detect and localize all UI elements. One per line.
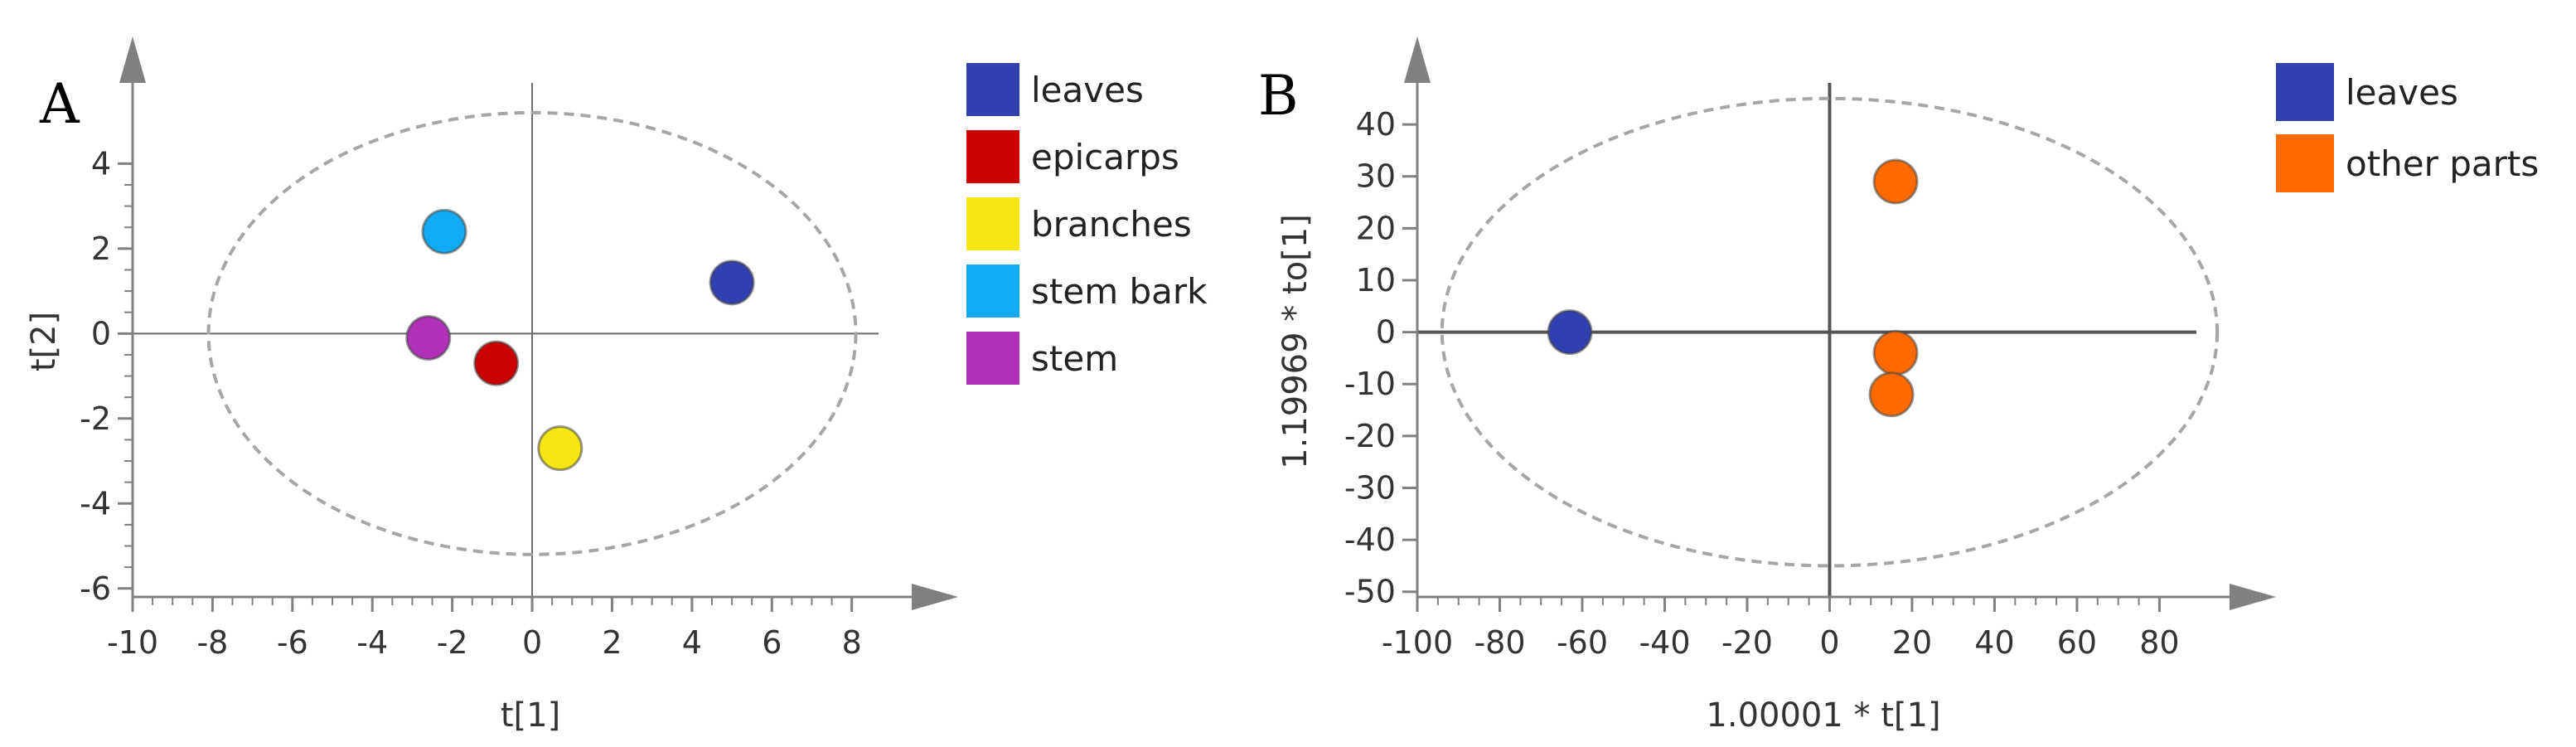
legend-label: stem bark — [1031, 271, 1208, 312]
y-tick-label: 10 — [1356, 262, 1396, 298]
x-axis-label: t[1] — [501, 696, 560, 735]
legend-swatch — [966, 63, 1019, 116]
x-tick-label: 6 — [762, 624, 782, 661]
x-tick-label: -2 — [437, 624, 468, 661]
panel-a: A -10 -8 -6 -4 -2 0 2 4 6 8 -6 -4 -2 0 2 4 t[1] t[2] leaves… — [25, 36, 1208, 735]
data-point-stem — [405, 314, 452, 361]
legend-label: branches — [1031, 204, 1192, 245]
y-axis-arrow — [119, 36, 146, 83]
y-axis-arrow — [1404, 36, 1431, 83]
x-axis-arrow — [912, 584, 958, 610]
y-tick-label: -30 — [1344, 469, 1396, 506]
confidence-ellipse — [1440, 96, 2220, 568]
data-point-leaves — [1547, 309, 1593, 356]
x-tick-label: -80 — [1474, 624, 1525, 661]
panel-letter: B — [1258, 64, 1299, 128]
x-tick-label: -100 — [1382, 624, 1453, 661]
legend-swatch — [966, 130, 1019, 183]
y-tick-label: 20 — [1356, 210, 1396, 246]
x-tick-label: 0 — [1819, 624, 1839, 661]
legend-label: other parts — [2346, 143, 2539, 184]
x-tick-label: -6 — [277, 624, 308, 661]
x-tick-label: 40 — [1974, 624, 2014, 661]
x-tick-label: 80 — [2139, 624, 2179, 661]
legend-label: leaves — [2346, 72, 2458, 113]
x-tick-label: 2 — [602, 624, 622, 661]
legend-swatch — [2276, 134, 2334, 192]
data-point-other-parts — [1868, 371, 1915, 418]
data-point-other-parts — [1872, 158, 1919, 205]
y-tick-label: -50 — [1344, 574, 1396, 610]
y-tick-label: -10 — [1344, 366, 1396, 402]
legend-label: epicarps — [1031, 137, 1179, 177]
panel-b: B-100 -80 -60 -40 -20 0 20 40 60 80-50-40-30-20-1… — [1258, 36, 2539, 735]
legend-swatch — [966, 264, 1019, 318]
x-tick-label: 0 — [522, 624, 542, 661]
y-tick-label: 40 — [1356, 106, 1396, 143]
x-tick-label: -40 — [1639, 624, 1690, 661]
y-tick-label: 0 — [91, 315, 111, 352]
x-tick-label: 20 — [1892, 624, 1932, 661]
y-tick-label: -40 — [1344, 521, 1396, 558]
data-point-epicarps — [473, 340, 520, 386]
x-tick-label: -8 — [196, 624, 228, 661]
legend-swatch — [2276, 63, 2334, 121]
x-tick-label: -10 — [107, 624, 158, 661]
y-tick-label: -2 — [80, 400, 111, 437]
x-tick-label: -4 — [356, 624, 388, 661]
x-tick-label: 4 — [682, 624, 702, 661]
x-tick-label: -60 — [1557, 624, 1608, 661]
x-axis-arrow — [2230, 584, 2276, 610]
panel-letter: A — [39, 72, 80, 136]
x-axis-label: 1.00001 * t[1] — [1706, 696, 1940, 735]
data-point-leaves — [709, 260, 755, 306]
y-tick-label: 4 — [91, 145, 111, 182]
x-tick-label: 60 — [2057, 624, 2097, 661]
data-point-other-parts — [1872, 330, 1919, 376]
x-tick-label: 8 — [842, 624, 862, 661]
data-point-stem-bark — [421, 208, 467, 255]
y-tick-label: 30 — [1356, 158, 1396, 195]
confidence-ellipse — [206, 110, 858, 556]
y-tick-label: -6 — [80, 570, 111, 607]
y-axis-label: t[2] — [25, 312, 63, 371]
y-tick-label: 0 — [1376, 314, 1396, 351]
legend-swatch — [966, 332, 1019, 385]
legend-swatch — [966, 197, 1019, 250]
y-tick-label: 2 — [91, 230, 111, 267]
y-tick-label: -20 — [1344, 418, 1396, 454]
y-axis-label: 1.19969 * to[1] — [1276, 214, 1315, 469]
x-tick-label: -20 — [1721, 624, 1773, 661]
legend-label: leaves — [1031, 70, 1144, 110]
legend-label: stem — [1031, 338, 1118, 379]
data-point-branches — [537, 425, 583, 472]
y-tick-label: -4 — [80, 485, 111, 521]
